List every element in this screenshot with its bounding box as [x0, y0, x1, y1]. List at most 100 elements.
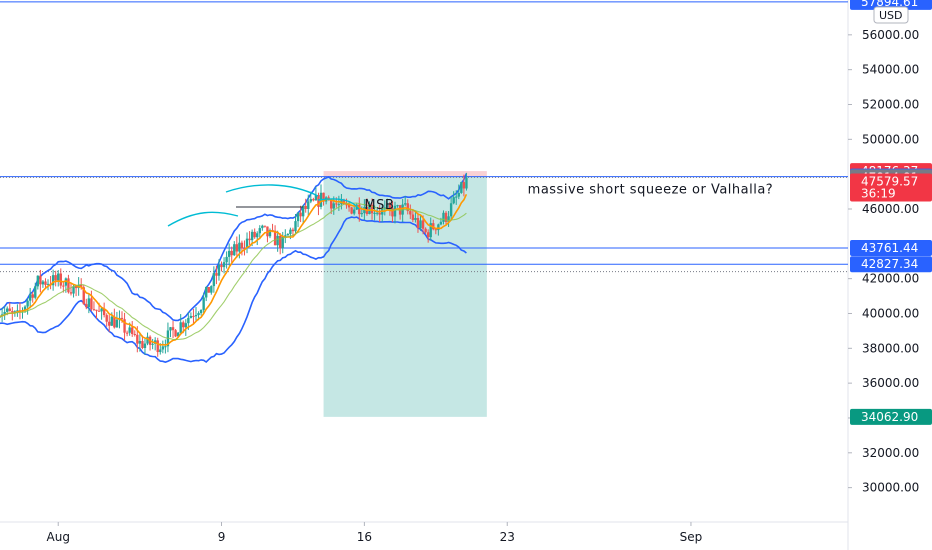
candle-body — [123, 319, 126, 333]
candle-body — [205, 287, 208, 298]
candle-body — [199, 309, 203, 314]
y-tick-label: 32000.00 — [862, 446, 919, 460]
candle-body — [159, 349, 162, 353]
candle-body — [39, 275, 42, 285]
candle-body — [143, 343, 147, 349]
candle-body — [284, 235, 287, 237]
candle-body — [87, 298, 91, 308]
candle-body — [347, 204, 351, 208]
msb-label: MSB — [364, 198, 394, 213]
candle-body — [373, 212, 376, 214]
candle-body — [125, 332, 129, 334]
x-tick-label: 23 — [500, 530, 515, 544]
candle-body — [276, 235, 279, 246]
candle-body — [406, 203, 409, 212]
candle-body — [378, 212, 381, 215]
candle-body — [457, 192, 460, 197]
candle-body — [59, 273, 62, 286]
price-tag — [850, 256, 932, 273]
candle-body — [426, 232, 430, 238]
candle-body — [250, 231, 254, 241]
drawn-arc-middle — [225, 184, 319, 197]
candle-body — [447, 216, 450, 222]
candle-body — [54, 275, 57, 281]
candle-body — [164, 346, 167, 348]
candle-body — [225, 256, 228, 263]
candle-body — [26, 300, 29, 307]
candle-body — [391, 208, 394, 217]
candle-body — [72, 286, 75, 294]
y-tick-label: 50000.00 — [862, 132, 919, 146]
candle-body — [192, 315, 195, 317]
y-tick-label: 54000.00 — [862, 63, 919, 77]
candle-body — [136, 334, 139, 344]
position-profit-zone — [323, 176, 487, 417]
drawn-arc-left — [167, 211, 239, 227]
candle-body — [74, 286, 78, 289]
candle-body — [307, 201, 310, 209]
candle-body — [414, 217, 417, 220]
currency-badge — [873, 6, 909, 24]
candle-body — [388, 204, 392, 209]
bollinger-basis-line — [0, 202, 467, 341]
candle-body — [258, 228, 261, 234]
candle-body — [245, 238, 249, 249]
candle-body — [268, 229, 272, 237]
x-tick-label: Aug — [47, 530, 70, 544]
candle-body — [31, 294, 34, 298]
candle-body — [57, 273, 60, 281]
candle-body — [281, 236, 284, 249]
candle-body — [312, 199, 315, 201]
candle-body — [261, 225, 264, 229]
candle-body — [128, 327, 131, 333]
candle-body — [62, 285, 65, 287]
candle-body — [233, 244, 236, 256]
candle-body — [41, 281, 45, 285]
candle-body — [278, 235, 282, 249]
x-tick-label: 9 — [218, 530, 226, 544]
candle-body — [138, 341, 142, 344]
candle-body — [13, 311, 17, 313]
candle-body — [0, 314, 4, 316]
candle-body — [437, 224, 440, 231]
candle-body — [100, 308, 103, 312]
candle-body — [6, 308, 9, 312]
candle-body — [34, 286, 37, 298]
candle-body — [240, 242, 244, 249]
annotation-text: massive short squeeze or Valhalla? — [528, 182, 774, 197]
candle-body — [90, 298, 93, 310]
price-tag-label: 57894.61 — [861, 0, 918, 9]
price-tag — [850, 408, 932, 425]
candle-body — [462, 182, 466, 189]
y-tick-label: 30000.00 — [862, 481, 919, 495]
candle-body — [146, 336, 149, 344]
y-tick-label: 42000.00 — [862, 272, 919, 286]
y-tick-label: 40000.00 — [862, 306, 919, 320]
candle-body — [220, 265, 223, 268]
currency-label: USD — [879, 9, 903, 22]
candle-body — [105, 315, 108, 322]
candle-body — [171, 327, 175, 331]
candle-body — [217, 265, 221, 276]
candle-body — [120, 317, 124, 320]
candle-body — [386, 204, 389, 208]
candle-body — [299, 212, 302, 217]
candle-body — [95, 309, 98, 311]
candle-body — [419, 220, 422, 229]
candle-body — [350, 207, 353, 214]
candle-body — [222, 262, 226, 268]
candle-body — [115, 319, 119, 328]
candle-body — [314, 194, 318, 201]
countdown-label: 36:19 — [861, 186, 896, 200]
x-tick-label: Sep — [680, 530, 703, 544]
candle-body — [108, 321, 111, 326]
candle-body — [207, 287, 210, 293]
candle-body — [286, 234, 290, 236]
price-tag-label: 42827.34 — [861, 257, 918, 271]
candle-body — [133, 333, 136, 335]
candle-body — [238, 242, 241, 252]
candle-body — [335, 203, 338, 205]
candle-body — [421, 220, 425, 229]
